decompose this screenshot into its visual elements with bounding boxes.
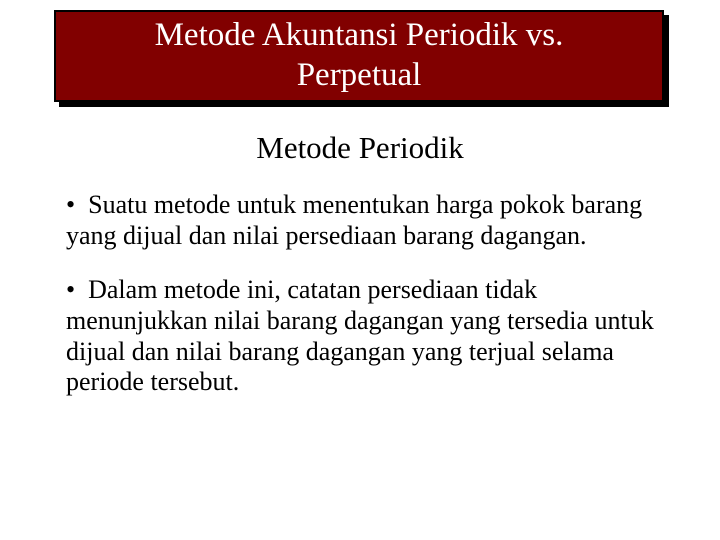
title-line-2: Perpetual <box>297 57 422 93</box>
title-banner: Metode Akuntansi Periodik vs. Perpetual <box>54 10 664 102</box>
bullet-mark-icon: • <box>66 275 88 304</box>
bullet-item: • Dalam metode ini, catatan persediaan t… <box>66 275 656 398</box>
bullet-text: Dalam metode ini, catatan persediaan tid… <box>66 275 654 396</box>
bullet-item: • Suatu metode untuk menentukan harga po… <box>66 190 656 251</box>
title-line-1: Metode Akuntansi Periodik vs. <box>155 17 564 53</box>
bullet-text: Suatu metode untuk menentukan harga poko… <box>66 190 642 250</box>
subheading: Metode Periodik <box>0 130 720 166</box>
bullet-mark-icon: • <box>66 190 88 219</box>
title-text: Metode Akuntansi Periodik vs. Perpetual <box>155 16 564 95</box>
content-area: • Suatu metode untuk menentukan harga po… <box>66 190 656 422</box>
